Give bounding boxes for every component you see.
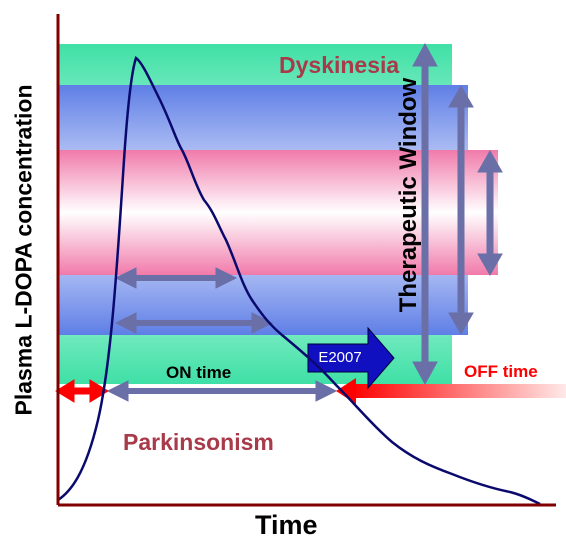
left-off-arrow bbox=[55, 379, 109, 403]
concentration-curve bbox=[57, 56, 541, 506]
on-time-label: ON time bbox=[166, 363, 232, 382]
off-time-arrow bbox=[336, 378, 566, 404]
off-time-label: OFF time bbox=[464, 362, 538, 381]
therapeutic-window-arrows bbox=[412, 42, 503, 386]
e2007-arrow bbox=[307, 326, 395, 390]
x-axis-label: Time bbox=[255, 510, 318, 540]
parkinsonism-label: Parkinsonism bbox=[123, 429, 274, 455]
axes bbox=[56, 14, 556, 507]
dyskinesia-label: Dyskinesia bbox=[279, 52, 400, 78]
therapeutic-window-label: Therapeutic Window bbox=[395, 77, 422, 313]
y-axis-label-wrap: Plasma L-DOPA concentration bbox=[0, 0, 48, 541]
duration-arrows bbox=[106, 267, 338, 402]
e2007-label: E2007 bbox=[318, 349, 362, 366]
y-axis-label: Plasma L-DOPA concentration bbox=[10, 84, 37, 416]
